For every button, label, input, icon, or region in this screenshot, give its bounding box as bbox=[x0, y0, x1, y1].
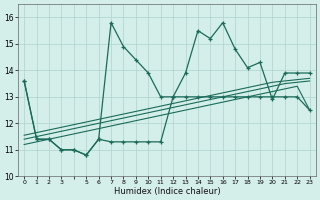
X-axis label: Humidex (Indice chaleur): Humidex (Indice chaleur) bbox=[114, 187, 220, 196]
